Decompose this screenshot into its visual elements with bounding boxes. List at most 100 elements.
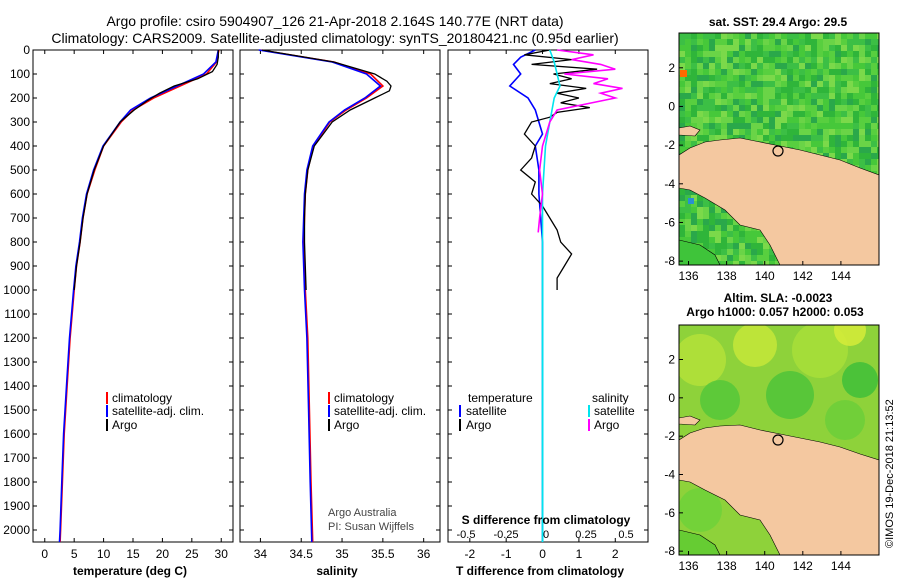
credit-org: Argo Australia	[328, 507, 397, 519]
sst-cell	[715, 225, 721, 231]
y-tick-label: 800	[10, 235, 30, 249]
sst-cell	[703, 231, 709, 237]
sst-cell	[745, 225, 751, 231]
sst-cell	[865, 123, 871, 129]
y-tick-label: 1200	[3, 331, 30, 345]
sst-cell	[829, 93, 835, 99]
sst-cell	[709, 243, 715, 249]
sst-cell	[805, 75, 811, 81]
sst-cell	[835, 99, 841, 105]
sst-cell	[805, 111, 811, 117]
sst-cell	[811, 129, 817, 135]
sst-cell	[679, 213, 685, 219]
sst-cell	[835, 57, 841, 63]
sst-cell	[727, 117, 733, 123]
y-tick-label: 1600	[3, 427, 30, 441]
sst-cell	[775, 141, 781, 147]
sst-cell	[745, 111, 751, 117]
sst-cell	[679, 195, 685, 201]
sst-cell	[727, 231, 733, 237]
sst-cell	[871, 63, 877, 69]
sst-cell	[787, 51, 793, 57]
sst-cell	[703, 39, 709, 45]
sst-cell	[685, 105, 691, 111]
sst-cell	[709, 69, 715, 75]
sst-cell	[679, 111, 685, 117]
sst-cell	[847, 63, 853, 69]
x-tick-label: 0	[539, 547, 546, 561]
sst-map-title: sat. SST: 29.4 Argo: 29.5	[709, 15, 848, 29]
sst-cell	[685, 63, 691, 69]
sst-cell	[835, 141, 841, 147]
map-y-tick-label: 2	[668, 353, 675, 367]
sst-cell	[865, 141, 871, 147]
sst-cell	[757, 237, 763, 243]
sst-cell	[703, 225, 709, 231]
sst-cell	[739, 249, 745, 255]
sst-cell	[703, 243, 709, 249]
sst-cell	[679, 87, 685, 93]
sst-cell	[751, 261, 757, 265]
sst-cell	[823, 129, 829, 135]
x-tick-label: 10	[97, 547, 111, 561]
sst-cell	[799, 39, 805, 45]
sst-cell	[799, 123, 805, 129]
sst-cell	[817, 87, 823, 93]
sst-cell	[685, 213, 691, 219]
sst-cell	[793, 93, 799, 99]
sst-cell	[799, 63, 805, 69]
sst-cell	[721, 123, 727, 129]
sst-cell	[805, 45, 811, 51]
sst-cell	[679, 51, 685, 57]
sst-cell	[811, 81, 817, 87]
sst-cell	[817, 147, 823, 153]
sst-cell	[817, 81, 823, 87]
difference-plot: -2 -1 0 1 2 -0.5 -0.25 0 0.25 0.5	[448, 49, 648, 561]
figure-title-line1: Argo profile: csiro 5904907_126 21-Apr-2…	[106, 13, 563, 29]
sst-cell	[871, 141, 877, 147]
sst-cell	[733, 129, 739, 135]
sst-cell	[811, 105, 817, 111]
sst-cell	[697, 213, 703, 219]
sla-blob	[834, 325, 866, 346]
sst-cell	[847, 57, 853, 63]
sst-cell	[841, 93, 847, 99]
sst-cell	[871, 93, 877, 99]
sst-cell	[715, 117, 721, 123]
sst-cell	[847, 87, 853, 93]
y-tick-label: 1800	[3, 475, 30, 489]
sst-cell	[805, 57, 811, 63]
series-t-satellite	[508, 49, 544, 542]
sst-cell	[787, 123, 793, 129]
map-y-tick-label: -2	[664, 429, 675, 443]
sst-cell	[853, 63, 859, 69]
sst-cell	[709, 111, 715, 117]
sst-cell	[877, 33, 879, 39]
sst-cell	[787, 105, 793, 111]
sst-cell	[817, 135, 823, 141]
sst-cell	[727, 243, 733, 249]
sst-cell	[733, 99, 739, 105]
sst-cell	[709, 75, 715, 81]
sst-cell	[703, 237, 709, 243]
sst-cell	[847, 117, 853, 123]
sst-cell	[697, 195, 703, 201]
difference-toplabel: S difference from climatology	[462, 513, 631, 527]
sst-cell	[865, 105, 871, 111]
sst-cell	[829, 75, 835, 81]
sst-cell	[721, 33, 727, 39]
sst-cell	[775, 75, 781, 81]
sst-cell	[823, 69, 829, 75]
sst-cell	[751, 81, 757, 87]
sst-cell	[763, 135, 769, 141]
y-tick-label: 400	[10, 139, 30, 153]
x-tick-label: 5	[71, 547, 78, 561]
sst-cell	[781, 87, 787, 93]
sst-cell	[709, 117, 715, 123]
sst-cell	[685, 51, 691, 57]
sst-cell	[835, 105, 841, 111]
sla-map-title-line2: Argo h1000: 0.057 h2000: 0.053	[686, 305, 864, 319]
sst-cell	[715, 69, 721, 75]
map-y-tick-label: -6	[664, 506, 675, 520]
sst-cell	[853, 147, 859, 153]
